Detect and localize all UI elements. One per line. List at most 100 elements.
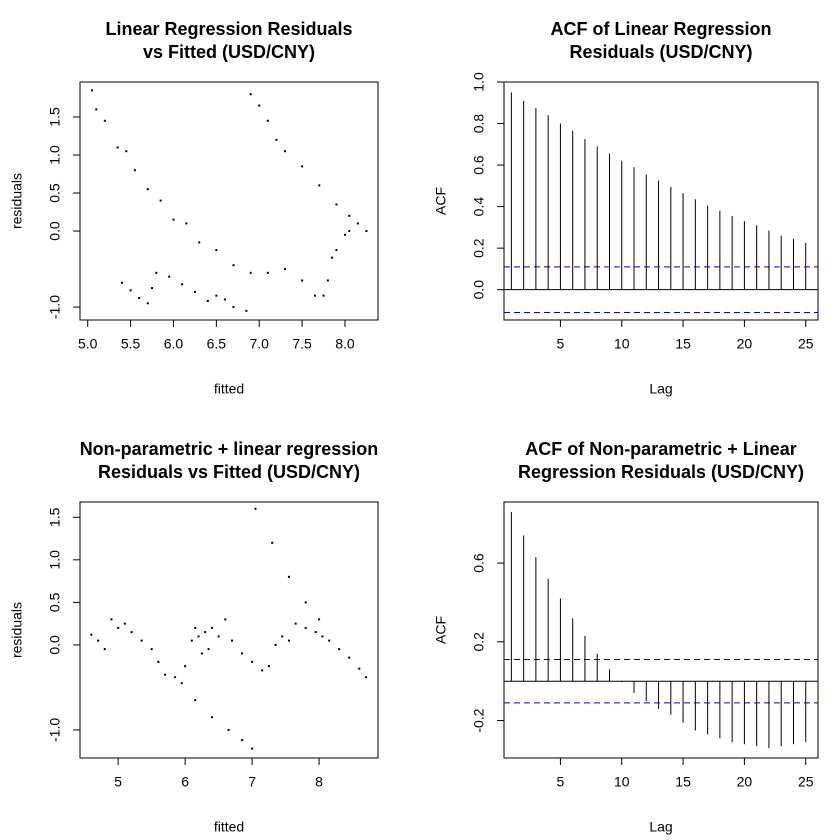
y-tick-label: 0.2 xyxy=(471,238,487,258)
point xyxy=(365,230,368,233)
chart-title: vs Fitted (USD/CNY) xyxy=(143,42,315,62)
point xyxy=(348,230,351,233)
point xyxy=(103,119,106,122)
point xyxy=(181,283,184,286)
y-tick-label: 1.5 xyxy=(47,107,63,127)
panel: ACF of Non-parametric + Linear Regression… xyxy=(433,439,819,835)
y-axis-label: residuals xyxy=(9,602,25,658)
x-tick-label: 8.0 xyxy=(335,336,355,352)
point xyxy=(95,108,98,111)
point xyxy=(117,626,120,629)
point xyxy=(190,639,193,642)
point xyxy=(241,739,244,742)
point xyxy=(140,639,143,642)
point xyxy=(232,306,235,309)
point xyxy=(301,279,304,282)
y-tick-label: 0.5 xyxy=(47,592,63,612)
point xyxy=(232,264,235,267)
x-tick-label: 5 xyxy=(557,336,565,352)
point xyxy=(224,618,227,621)
point xyxy=(364,676,367,679)
point xyxy=(157,660,160,663)
point xyxy=(223,298,226,301)
point xyxy=(159,199,162,202)
y-tick-label: 0.0 xyxy=(47,221,63,241)
point xyxy=(146,188,149,191)
y-axis-label: residuals xyxy=(9,173,25,229)
point xyxy=(200,652,203,655)
chart-title: ACF of Non-parametric + Linear xyxy=(525,439,797,459)
chart-title: Regression Residuals (USD/CNY) xyxy=(518,462,804,482)
point xyxy=(197,635,200,638)
point xyxy=(335,203,338,206)
point xyxy=(258,104,261,107)
y-tick-label: 1.0 xyxy=(47,145,63,165)
chart-title: Residuals (USD/CNY) xyxy=(569,42,752,62)
point xyxy=(318,184,321,187)
y-tick-label: 1.5 xyxy=(47,507,63,527)
point xyxy=(138,296,141,299)
point xyxy=(249,271,252,274)
x-tick-label: 10 xyxy=(614,774,630,790)
point xyxy=(301,165,304,168)
x-tick-label: 5 xyxy=(557,774,565,790)
point xyxy=(215,249,218,252)
y-tick-label: 0.6 xyxy=(471,553,487,573)
point xyxy=(271,541,274,544)
point xyxy=(210,716,213,719)
point xyxy=(304,601,307,604)
x-tick-label: 25 xyxy=(798,774,814,790)
x-axis-label: fitted xyxy=(214,819,244,835)
point xyxy=(266,119,269,122)
point xyxy=(261,669,264,672)
point xyxy=(281,635,284,638)
chart-title: Non-parametric + linear regression xyxy=(80,439,379,459)
y-axis-label: ACF xyxy=(433,187,449,215)
point xyxy=(314,631,317,634)
y-tick-label: 0.2 xyxy=(471,632,487,652)
chart-title: Linear Regression Residuals xyxy=(105,19,352,39)
x-tick-label: 5.0 xyxy=(78,336,98,352)
point xyxy=(254,507,257,510)
y-tick-label: 0.0 xyxy=(471,280,487,300)
point xyxy=(146,302,149,305)
point xyxy=(348,214,351,217)
point xyxy=(123,622,126,625)
point xyxy=(326,279,329,282)
point xyxy=(321,635,324,638)
point xyxy=(241,652,244,655)
point xyxy=(90,633,93,636)
point xyxy=(207,648,210,651)
point xyxy=(287,575,290,578)
point xyxy=(348,656,351,659)
point xyxy=(184,665,187,668)
point xyxy=(267,665,270,668)
point xyxy=(283,150,286,153)
point xyxy=(343,233,346,236)
x-tick-label: 5.5 xyxy=(121,336,141,352)
x-tick-label: 20 xyxy=(737,774,753,790)
point xyxy=(318,618,321,621)
point xyxy=(328,639,331,642)
x-tick-label: 15 xyxy=(675,336,691,352)
point xyxy=(215,294,218,297)
point xyxy=(304,626,307,629)
point xyxy=(204,631,207,634)
point xyxy=(335,249,338,252)
point xyxy=(266,271,269,274)
plot-frame xyxy=(503,501,819,759)
point xyxy=(168,275,171,278)
point xyxy=(103,648,106,651)
point xyxy=(217,635,220,638)
point xyxy=(164,673,167,676)
chart-title: ACF of Linear Regression xyxy=(550,19,771,39)
point xyxy=(313,294,316,297)
x-tick-label: 20 xyxy=(737,336,753,352)
plot-frame xyxy=(503,81,819,321)
point xyxy=(210,626,213,629)
point xyxy=(294,622,297,625)
point xyxy=(172,218,175,221)
x-tick-label: 7.0 xyxy=(249,336,269,352)
point xyxy=(194,699,197,702)
point xyxy=(174,676,177,679)
